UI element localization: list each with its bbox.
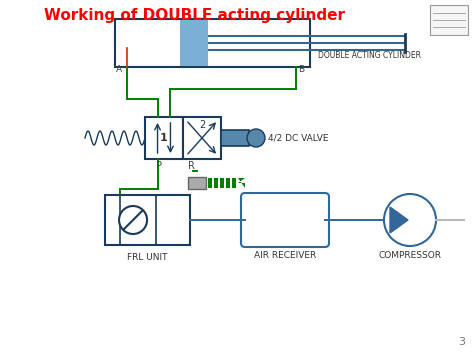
Text: A: A [116,65,122,74]
Bar [226,178,230,188]
FancyBboxPatch shape [241,193,329,247]
Bar [183,117,221,159]
Bar [115,19,310,67]
Circle shape [119,206,147,234]
Bar [180,20,208,66]
Polygon shape [238,178,245,188]
Circle shape [384,194,436,246]
Text: DOUBLE ACTING CYLINDER: DOUBLE ACTING CYLINDER [318,50,421,60]
Bar [208,178,212,188]
Text: R: R [188,161,195,171]
Bar [232,178,236,188]
Circle shape [247,129,265,147]
Text: 3: 3 [458,337,465,347]
Text: Working of DOUBLE acting cylinder: Working of DOUBLE acting cylinder [45,8,346,23]
Text: 4/2 DC VALVE: 4/2 DC VALVE [268,133,328,142]
Bar [430,5,468,35]
Text: FRL UNIT: FRL UNIT [127,253,168,262]
Bar [221,130,249,146]
Text: 2: 2 [199,120,205,130]
Bar [220,178,224,188]
Bar [188,177,206,189]
Text: P: P [155,161,162,171]
Bar [105,195,190,245]
Bar [214,178,218,188]
Text: 1: 1 [160,133,168,143]
Text: AIR RECEIVER: AIR RECEIVER [254,251,316,260]
Bar [145,117,183,159]
Polygon shape [390,207,408,233]
Text: B: B [298,65,304,74]
Text: COMPRESSOR: COMPRESSOR [379,251,441,260]
